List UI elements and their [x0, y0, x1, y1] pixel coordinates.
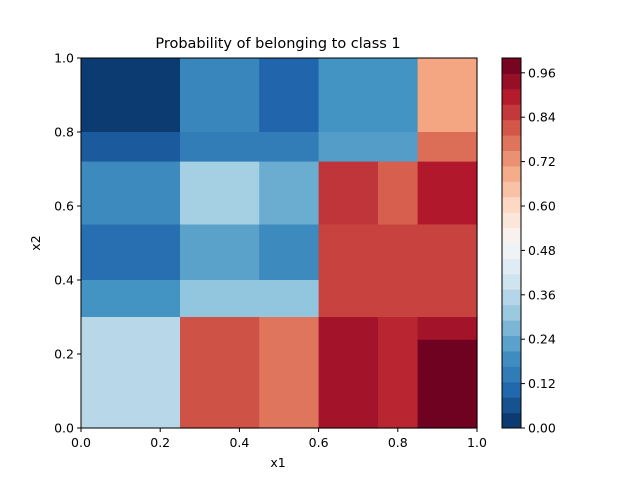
heatmap-cell — [180, 58, 260, 133]
colorbar-level — [502, 350, 521, 367]
colorbar-tick-label: 0.00 — [528, 421, 556, 436]
heatmap-cell — [318, 132, 419, 163]
heatmap-cell — [417, 339, 478, 429]
heatmap-cell — [378, 161, 419, 226]
x-axis-label: x1 — [270, 455, 285, 470]
colorbar-level — [502, 289, 521, 306]
colorbar-tick-label: 0.36 — [528, 287, 556, 302]
x-tick-label: 0.8 — [388, 435, 408, 450]
colorbar-tick-label: 0.48 — [528, 243, 556, 258]
colorbar-frame — [501, 57, 522, 429]
y-tick-label: 0.2 — [54, 347, 74, 362]
heatmap-cell — [180, 317, 260, 429]
colorbar-level — [502, 320, 521, 336]
heatmap-cell — [417, 161, 478, 226]
heatmap-cell — [81, 58, 181, 133]
heatmap-cell — [180, 224, 260, 281]
colorbar-level — [502, 73, 521, 90]
heatmap-cell — [259, 161, 320, 226]
heatmap-cell — [259, 317, 320, 429]
heatmap-cell — [81, 224, 181, 281]
heatmap-cell — [180, 161, 260, 226]
colorbar-level — [502, 381, 521, 398]
colorbar-level — [502, 412, 521, 429]
plot-frame — [80, 57, 478, 429]
colorbar-level — [502, 181, 521, 198]
colorbar-level — [502, 150, 521, 167]
heatmap-cell — [417, 317, 478, 340]
colorbar-level — [502, 227, 521, 244]
colorbar-level — [502, 196, 521, 213]
colorbar-tick-label: 0.84 — [528, 110, 556, 125]
heatmap-cell — [318, 161, 379, 226]
y-tick-label: 0.4 — [54, 273, 74, 288]
heatmap-cell — [81, 317, 181, 429]
heatmap-cell — [318, 224, 478, 281]
y-tick-label: 0.0 — [54, 421, 74, 436]
x-tick-label: 0.4 — [229, 435, 249, 450]
y-tick-label: 1.0 — [54, 51, 74, 66]
colorbar-tick-label: 0.72 — [528, 154, 556, 169]
colorbar-level — [502, 258, 521, 275]
colorbar-tick-label: 0.12 — [528, 376, 556, 391]
heatmap-cell — [378, 317, 419, 429]
colorbar: 0.00 0.12 0.24 0.36 0.48 0.60 0.72 0.84 0.96 — [501, 57, 556, 436]
heatmap-cell — [81, 161, 181, 226]
colorbar-level — [502, 104, 521, 121]
heatmap-cell — [259, 224, 320, 281]
y-tick-label: 0.8 — [54, 125, 74, 140]
heatmap-cell — [180, 132, 320, 163]
colorbar-level — [502, 212, 521, 229]
colorbar-level — [502, 397, 521, 414]
heatmap-cell — [417, 58, 478, 133]
y-axis-label: x2 — [28, 235, 43, 250]
heatmap-cell — [318, 58, 419, 133]
colorbar-level — [502, 243, 521, 259]
heatmap-cell — [318, 280, 478, 318]
colorbar-level — [502, 135, 521, 151]
y-tick-label: 0.6 — [54, 199, 74, 214]
colorbar-tick-label: 0.96 — [528, 65, 556, 80]
colorbar-level — [502, 366, 521, 383]
x-tick-label: 0.6 — [309, 435, 329, 450]
colorbar-tick-label: 0.24 — [528, 332, 556, 347]
heatmap-cell — [259, 58, 320, 133]
colorbar-level — [502, 165, 521, 182]
x-tick-label: 0.2 — [150, 435, 170, 450]
heatmap-cell — [81, 280, 181, 318]
heatmap-cell — [81, 132, 181, 163]
colorbar-level — [502, 335, 521, 352]
colorbar-tick-label: 0.60 — [528, 199, 556, 214]
colorbar-level — [502, 304, 521, 321]
heatmap-cell — [417, 132, 478, 163]
colorbar-level — [502, 58, 521, 74]
heatmap-cell — [318, 317, 379, 429]
colorbar-level — [502, 273, 521, 290]
colorbar-level — [502, 88, 521, 105]
colorbar-level — [502, 119, 521, 136]
x-tick-label: 0.0 — [71, 435, 91, 450]
heatmap-cell — [180, 280, 320, 318]
plot-area: 0.0 0.2 0.4 0.6 0.8 1.0 0.0 0.2 0.4 0.6 0.8 1.0 — [54, 51, 487, 451]
chart-title: Probability of belonging to class 1 — [155, 36, 400, 52]
x-tick-label: 1.0 — [467, 435, 487, 450]
